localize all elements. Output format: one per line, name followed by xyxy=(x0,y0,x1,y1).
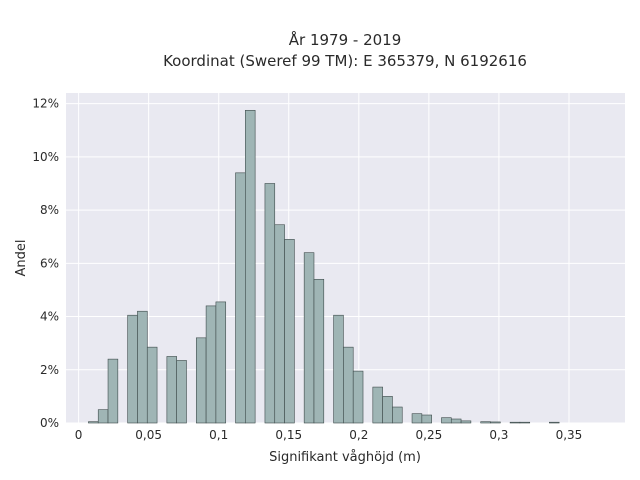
histogram-bar xyxy=(549,421,560,424)
chart-title-line-1: År 1979 - 2019 xyxy=(289,30,402,49)
histogram-bar xyxy=(137,310,148,424)
y-tick-label: 6% xyxy=(40,256,59,270)
histogram-bar xyxy=(411,413,423,424)
histogram-bar xyxy=(372,386,383,424)
y-tick-label: 0% xyxy=(40,416,59,430)
histogram-bar xyxy=(441,417,452,424)
histogram-bar xyxy=(274,224,285,424)
histogram-bar xyxy=(195,337,207,424)
y-tick-label: 4% xyxy=(40,310,59,324)
histogram-bar xyxy=(421,414,432,424)
histogram-bars xyxy=(88,109,560,424)
histogram-bar xyxy=(264,183,276,424)
y-tick-label: 8% xyxy=(40,203,59,217)
x-tick-label: 0,2 xyxy=(349,428,368,442)
chart-title-line-2: Koordinat (Sweref 99 TM): E 365379, N 61… xyxy=(163,52,527,70)
histogram-bar xyxy=(303,252,315,424)
histogram-bar xyxy=(519,421,531,424)
histogram-bar xyxy=(88,421,99,424)
x-axis-label: Signifikant våghöjd (m) xyxy=(269,450,421,465)
histogram-bar xyxy=(215,301,227,424)
x-tick-label: 0,1 xyxy=(209,428,228,442)
y-tick-label: 2% xyxy=(40,363,59,377)
x-tick-label: 0,35 xyxy=(556,428,583,442)
histogram-bar xyxy=(205,305,217,424)
y-tick-label: 10% xyxy=(32,150,59,164)
histogram-bar xyxy=(127,314,138,424)
x-tick-label: 0,3 xyxy=(489,428,508,442)
histogram-bar xyxy=(480,421,491,424)
histogram-bar xyxy=(490,421,501,424)
histogram-bar xyxy=(176,360,187,424)
histogram-bar xyxy=(107,358,119,424)
x-axis-ticks: 0 0,05 0,1 0,15 0,2 0,25 0,3 0,35 xyxy=(75,428,583,442)
x-tick-label: 0 xyxy=(75,428,83,442)
histogram-bar xyxy=(146,346,158,424)
y-axis-ticks: 0% 2% 4% 6% 8% 10% 12% xyxy=(32,97,59,430)
histogram-bar xyxy=(284,239,295,424)
histogram-bar xyxy=(382,396,393,424)
histogram-bar xyxy=(343,346,354,424)
histogram-bar xyxy=(245,109,256,424)
histogram-bar xyxy=(97,409,109,424)
histogram-bar xyxy=(313,278,325,424)
x-tick-label: 0,15 xyxy=(275,428,302,442)
histogram-bar xyxy=(166,356,177,424)
y-axis-label: Andel xyxy=(14,240,29,277)
histogram-bar xyxy=(450,418,462,424)
histogram-bar xyxy=(352,370,364,424)
y-tick-label: 12% xyxy=(32,97,59,111)
histogram-bar xyxy=(392,406,403,424)
x-tick-label: 0,05 xyxy=(135,428,162,442)
histogram-bar xyxy=(235,172,246,424)
histogram-bar xyxy=(333,314,344,424)
histogram-bar xyxy=(509,421,521,424)
histogram-bar xyxy=(460,420,472,424)
x-tick-label: 0,25 xyxy=(416,428,443,442)
